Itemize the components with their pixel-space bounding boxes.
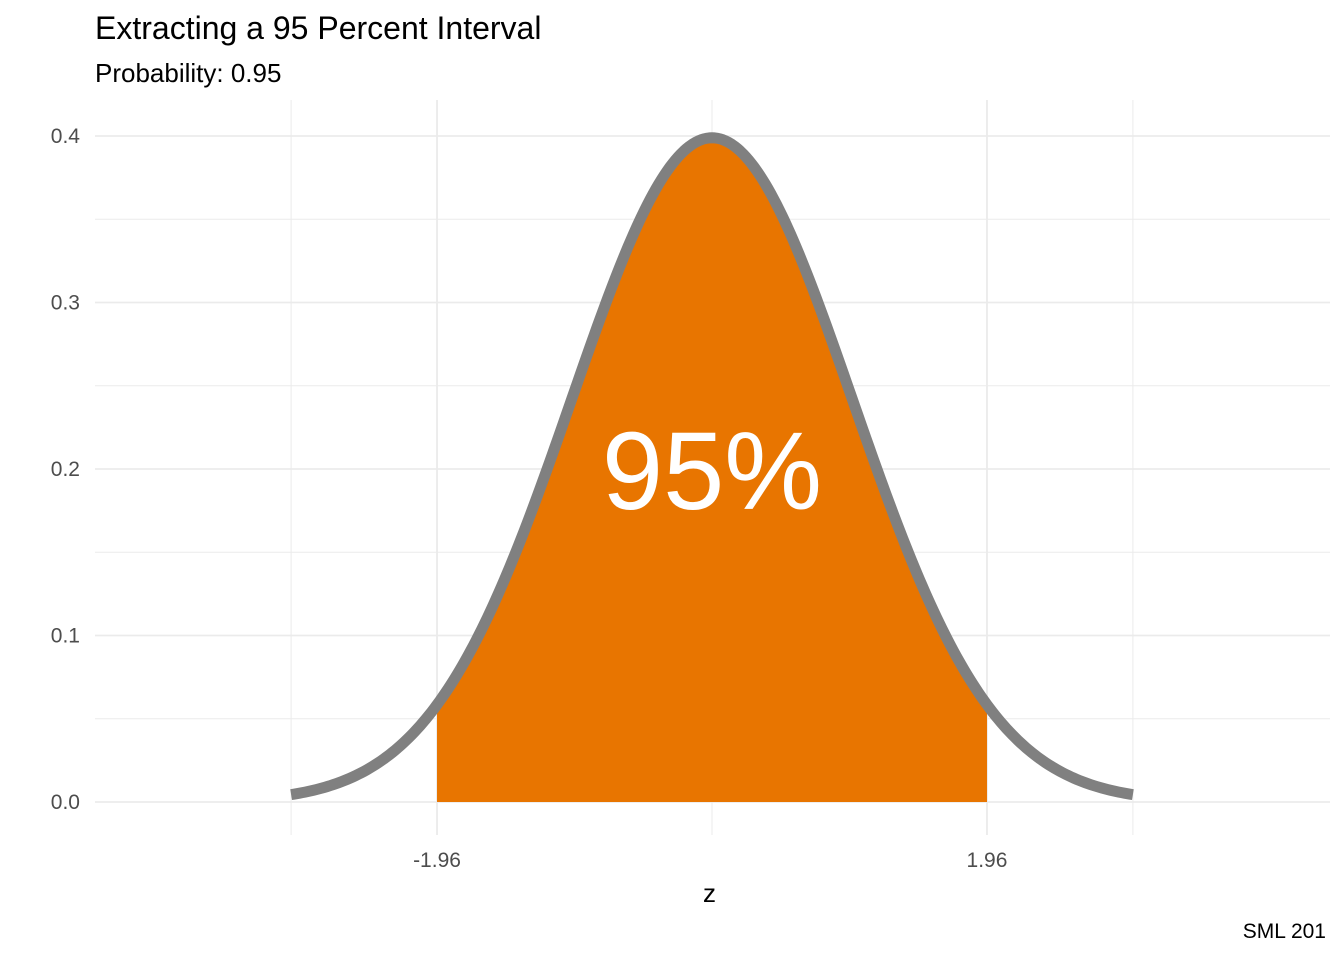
y-tick-label: 0.2 [51, 458, 80, 481]
x-tick-label: 1.96 [967, 849, 1008, 872]
y-tick-label: 0.1 [51, 625, 80, 648]
y-tick-label: 0.0 [51, 791, 80, 814]
density-curve [288, 132, 1136, 801]
chart-subtitle: Probability: 0.95 [95, 58, 282, 88]
caption: SML 201 [1242, 920, 1326, 943]
x-axis-label: z [703, 878, 716, 908]
annotation-label: 95% [602, 410, 822, 533]
x-tick-label: -1.96 [413, 849, 461, 872]
y-tick-label: 0.4 [51, 125, 81, 148]
x-axis-ticks: -1.96 1.96 [413, 849, 1007, 872]
y-axis-ticks: 0.0 0.1 0.2 0.3 0.4 [51, 125, 81, 814]
chart-title: Extracting a 95 Percent Interval [95, 10, 542, 46]
shaded-area-95 [437, 137, 987, 802]
y-tick-label: 0.3 [51, 292, 80, 315]
